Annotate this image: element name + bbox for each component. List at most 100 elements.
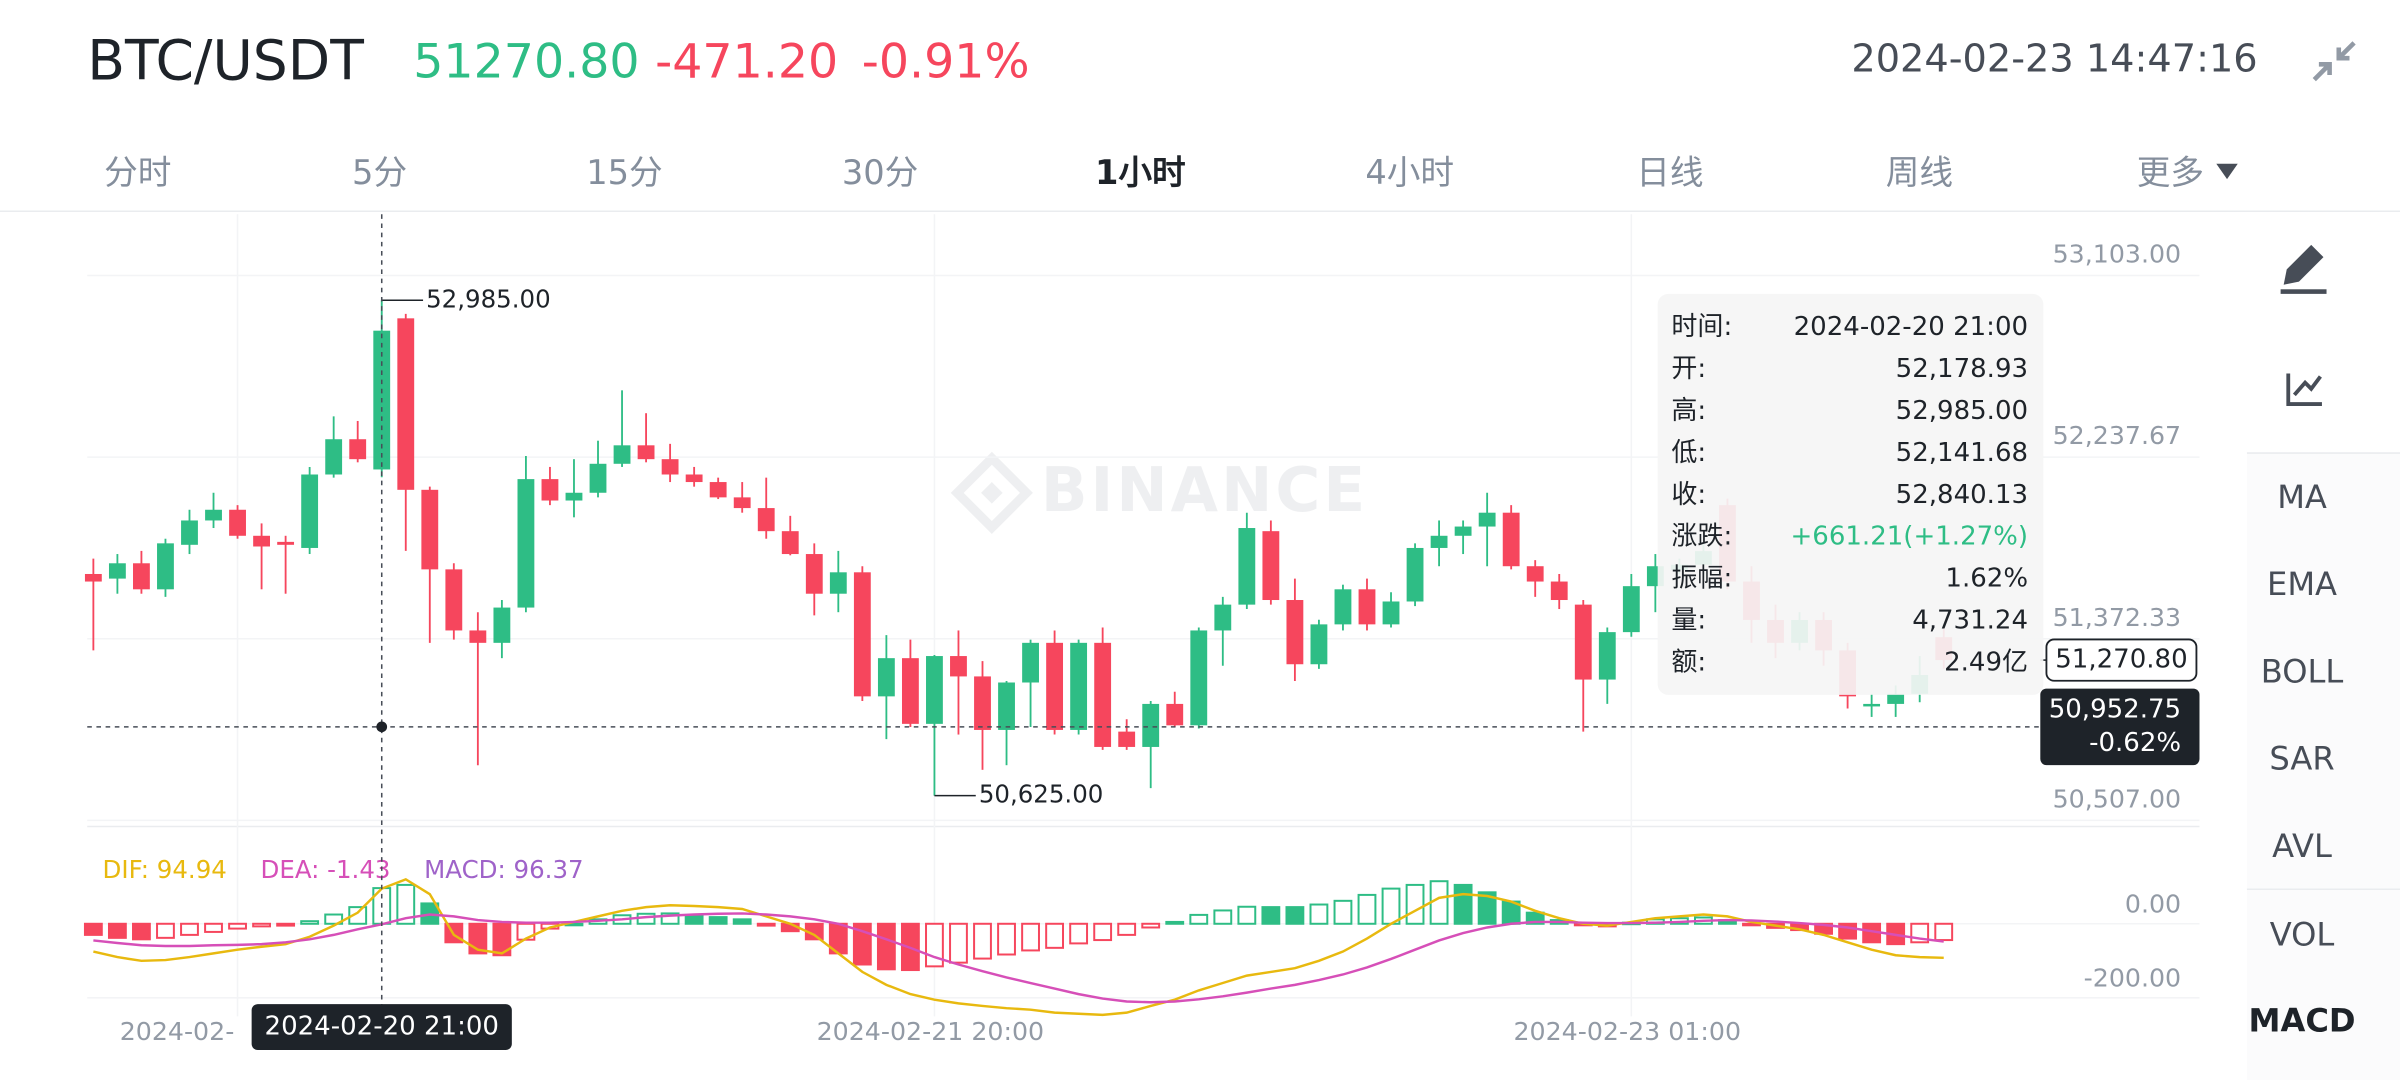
- candle-body: [1502, 512, 1520, 567]
- indicator-tool-button[interactable]: [2286, 373, 2322, 406]
- candle-body: [637, 445, 655, 460]
- candle-body: [1382, 601, 1400, 625]
- candle-body: [1166, 703, 1184, 726]
- candle-body: [709, 482, 727, 498]
- macd-line: [93, 912, 1944, 1004]
- x-tick-label: 2024-02-21 20:00: [817, 1017, 1045, 1046]
- tooltip-label: 高:: [1671, 396, 1706, 426]
- indicator-button[interactable]: SAR: [2269, 740, 2334, 778]
- timeframe-tab[interactable]: 更多: [2137, 153, 2204, 192]
- macd-bar: [684, 914, 704, 925]
- tooltip-value: 52,985.00: [1896, 396, 2028, 426]
- candle-body: [853, 572, 871, 697]
- macd-bar: [1405, 883, 1425, 925]
- macd-bar: [732, 918, 752, 925]
- macd-bar: [708, 916, 728, 925]
- macd-bar: [1213, 909, 1233, 925]
- tooltip-value: 52,141.68: [1896, 438, 2028, 468]
- candle-body: [1430, 535, 1448, 548]
- macd-bar: [1333, 899, 1353, 925]
- timeframe-tab[interactable]: 周线: [1886, 153, 1953, 192]
- tooltip-value: +661.21(+1.27%): [1790, 522, 2028, 552]
- timeframe-tab[interactable]: 1小时: [1095, 153, 1186, 192]
- candle-body: [493, 607, 511, 643]
- candle-body: [1310, 624, 1328, 665]
- macd-bar: [1742, 922, 1761, 927]
- tooltip-label: 开:: [1671, 354, 1706, 384]
- macd-bar: [852, 922, 872, 966]
- candle-body: [84, 573, 102, 582]
- tooltip-label: 量:: [1671, 606, 1706, 636]
- timeframe-tab[interactable]: 分时: [104, 153, 171, 192]
- y-tick-label: 53,103.00: [2053, 240, 2182, 269]
- candle-body: [661, 459, 679, 475]
- candle-body: [541, 479, 559, 501]
- x-tick-label: 2024-02-23 01:00: [1513, 1017, 1741, 1046]
- candle-body: [1070, 642, 1088, 730]
- sub-indicator-button[interactable]: MACD: [2249, 1001, 2356, 1039]
- indicator-button[interactable]: BOLL: [2261, 652, 2344, 690]
- candle-body: [1863, 703, 1881, 707]
- candle-body: [1238, 528, 1256, 605]
- macd-bar: [1357, 893, 1377, 925]
- macd-bar: [180, 922, 199, 936]
- macd-bar: [1453, 883, 1473, 925]
- crosshair-time: 2024-02-20 21:00: [265, 1012, 499, 1042]
- tooltip-value: 52,178.93: [1896, 354, 2028, 384]
- timeframe-tab[interactable]: 5分: [352, 153, 407, 192]
- y-tick-label: 50,507.00: [2053, 785, 2182, 814]
- draw-tool-button[interactable]: [2280, 244, 2327, 294]
- candle-body: [1887, 693, 1905, 704]
- candle-body: [157, 543, 174, 590]
- candle-body: [1286, 600, 1304, 665]
- macd-bar: [324, 913, 344, 925]
- timeframe-tab[interactable]: 日线: [1636, 153, 1703, 192]
- candle-body: [133, 563, 150, 590]
- y-tick-label: 0.00: [2125, 889, 2181, 918]
- crosshair-time-box: [251, 1004, 512, 1050]
- macd-bar: [156, 922, 175, 939]
- more-caret[interactable]: [2216, 163, 2238, 180]
- exit-fullscreen-button[interactable]: [2312, 41, 2356, 82]
- candle-body: [757, 508, 775, 532]
- macd-bar: [276, 922, 296, 927]
- tooltip-value: 2024-02-20 21:00: [1794, 312, 2028, 342]
- candle-body: [301, 474, 319, 548]
- x-tick-label: 2024-02-: [120, 1017, 235, 1046]
- crosshair-change: -0.62%: [2089, 728, 2181, 758]
- macd-bar: [1141, 922, 1161, 929]
- candle-body: [1526, 566, 1544, 582]
- macd-bar: [1069, 922, 1089, 945]
- macd-bar: [756, 922, 776, 927]
- macd-bar: [228, 922, 247, 930]
- candle-body: [1454, 526, 1472, 536]
- indicator-button[interactable]: EMA: [2267, 565, 2337, 603]
- indicator-button[interactable]: MA: [2277, 478, 2327, 516]
- candle-body: [229, 509, 246, 536]
- candle-body: [1574, 604, 1592, 680]
- candle-body: [1094, 642, 1112, 747]
- legend-entry: DIF: 94.94: [103, 855, 227, 884]
- candle-body: [397, 318, 415, 490]
- candle-body: [1358, 589, 1376, 625]
- timeframe-tab[interactable]: 15分: [586, 153, 662, 192]
- sub-indicator-button[interactable]: VOL: [2270, 916, 2335, 954]
- candle-body: [277, 541, 295, 545]
- macd-bar: [1525, 911, 1545, 925]
- macd-line: [93, 877, 1944, 1017]
- timeframe-tab[interactable]: 4小时: [1365, 153, 1454, 192]
- macd-bar: [1477, 891, 1497, 925]
- candle-body: [1022, 642, 1039, 683]
- candle-body: [974, 676, 991, 730]
- tooltip-label: 时间:: [1671, 312, 1732, 342]
- timeframe-tab[interactable]: 30分: [842, 153, 918, 192]
- tooltip-value: 52,840.13: [1896, 480, 2028, 510]
- indicator-button[interactable]: AVL: [2272, 827, 2332, 865]
- macd-bar: [348, 906, 368, 925]
- macd-bar: [107, 922, 127, 939]
- candle-body: [901, 658, 919, 724]
- candle-body: [877, 658, 895, 697]
- macd-bar: [132, 922, 151, 941]
- macd-bar: [1309, 903, 1329, 925]
- candle-body: [469, 630, 487, 643]
